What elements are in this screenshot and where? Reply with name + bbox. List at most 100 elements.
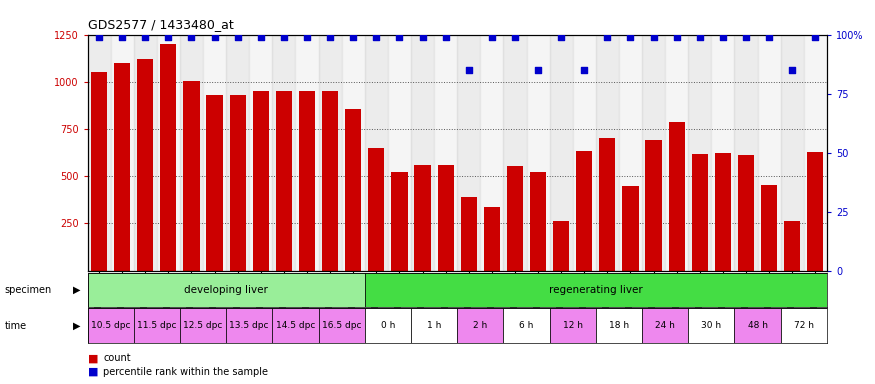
Bar (553, 221, 570, 271)
Point (624, 34, 638, 40)
Point (92, 34, 106, 40)
Point (485, 34, 499, 40)
Bar (715, 153, 731, 271)
Text: 12.5 dpc: 12.5 dpc (184, 321, 223, 330)
Bar (619, 35, 642, 271)
Text: time: time (4, 321, 26, 331)
Bar (692, 154, 708, 271)
Text: 72 h: 72 h (794, 321, 814, 330)
Text: percentile rank within the sample: percentile rank within the sample (103, 367, 269, 377)
Bar (599, 139, 615, 271)
Bar (550, 35, 573, 271)
Point (578, 67, 592, 73)
Bar (668, 122, 685, 271)
Text: 14.5 dpc: 14.5 dpc (276, 321, 315, 330)
Point (693, 34, 707, 40)
Bar (229, 95, 246, 271)
Bar (88, 308, 134, 343)
Bar (434, 35, 458, 271)
Bar (157, 35, 180, 271)
Bar (160, 44, 177, 271)
Text: 48 h: 48 h (747, 321, 767, 330)
Bar (576, 151, 592, 271)
Bar (458, 35, 480, 271)
Bar (134, 308, 180, 343)
Bar (203, 35, 226, 271)
Bar (318, 308, 365, 343)
Bar (318, 35, 341, 271)
Bar (415, 165, 430, 271)
Point (346, 34, 360, 40)
Bar (734, 308, 780, 343)
Bar (276, 91, 292, 271)
Bar (458, 308, 503, 343)
Bar (642, 35, 665, 271)
Point (508, 34, 522, 40)
Text: GDS2577 / 1433480_at: GDS2577 / 1433480_at (88, 18, 234, 31)
Point (647, 34, 661, 40)
Point (554, 34, 568, 40)
Point (785, 67, 799, 73)
Bar (530, 172, 546, 271)
Bar (226, 308, 272, 343)
Bar (184, 81, 200, 271)
Bar (388, 35, 411, 271)
Bar (596, 308, 642, 343)
Bar (365, 35, 388, 271)
Text: 18 h: 18 h (609, 321, 629, 330)
Bar (804, 35, 827, 271)
Bar (365, 273, 827, 307)
Bar (391, 172, 408, 271)
Text: 30 h: 30 h (701, 321, 721, 330)
Bar (88, 35, 110, 271)
Point (207, 34, 221, 40)
Bar (411, 35, 434, 271)
Point (323, 34, 337, 40)
Point (276, 34, 290, 40)
Bar (761, 185, 777, 271)
Bar (438, 165, 454, 271)
Bar (365, 308, 411, 343)
Bar (689, 308, 734, 343)
Bar (780, 35, 804, 271)
Point (669, 34, 683, 40)
Point (438, 34, 452, 40)
Bar (180, 35, 203, 271)
Bar (738, 156, 754, 271)
Text: developing liver: developing liver (185, 285, 268, 295)
Bar (784, 221, 801, 271)
Text: 12 h: 12 h (563, 321, 583, 330)
Point (462, 67, 476, 73)
Text: count: count (103, 353, 131, 363)
Bar (758, 35, 780, 271)
Text: ▶: ▶ (74, 285, 80, 295)
Point (185, 34, 199, 40)
Bar (322, 91, 339, 271)
Point (231, 34, 245, 40)
Bar (249, 35, 272, 271)
Point (369, 34, 383, 40)
Point (716, 34, 730, 40)
Bar (689, 35, 711, 271)
Bar (573, 35, 596, 271)
Text: regenerating liver: regenerating liver (549, 285, 643, 295)
Bar (596, 35, 619, 271)
Text: ▶: ▶ (74, 321, 80, 331)
Bar (480, 35, 503, 271)
Bar (134, 35, 157, 271)
Bar (411, 308, 458, 343)
Bar (110, 35, 134, 271)
Point (531, 67, 545, 73)
Point (116, 34, 130, 40)
Bar (91, 72, 107, 271)
Bar (341, 35, 365, 271)
Bar (808, 152, 823, 271)
Bar (527, 35, 550, 271)
Bar (711, 35, 734, 271)
Text: 0 h: 0 h (381, 321, 395, 330)
Point (392, 34, 406, 40)
Bar (180, 308, 226, 343)
Bar (114, 63, 130, 271)
Point (762, 34, 776, 40)
Bar (642, 308, 689, 343)
